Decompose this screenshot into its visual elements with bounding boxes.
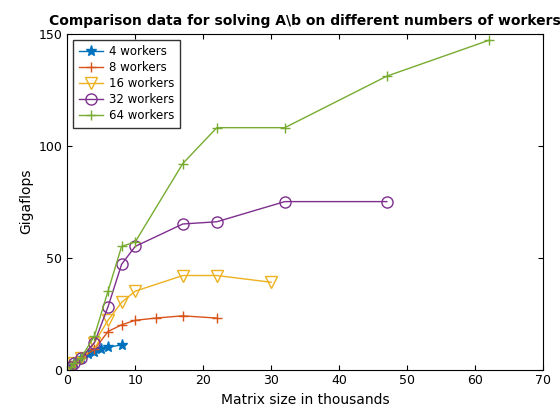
16 workers [118,300,125,305]
8 workers [77,356,84,361]
8 workers [152,315,159,320]
64 workers [91,333,98,339]
32 workers [384,199,390,204]
64 workers [105,289,111,294]
16 workers [67,365,74,370]
64 workers [179,161,186,166]
64 workers [71,360,77,365]
8 workers [132,318,138,323]
8 workers [71,360,77,365]
16 workers [132,289,138,294]
64 workers [384,74,390,79]
4 workers [67,365,74,370]
Title: Comparison data for solving A\b on different numbers of workers: Comparison data for solving A\b on diffe… [49,14,560,28]
32 workers [67,365,74,370]
64 workers [132,239,138,244]
4 workers [71,360,77,365]
4 workers [91,349,98,354]
32 workers [179,221,186,226]
4 workers [105,345,111,350]
Y-axis label: Gigaflops: Gigaflops [19,169,33,234]
16 workers [105,318,111,323]
16 workers [179,273,186,278]
Line: 8 workers: 8 workers [66,311,222,372]
8 workers [67,365,74,370]
32 workers [105,304,111,310]
8 workers [91,347,98,352]
32 workers [213,219,220,224]
32 workers [132,244,138,249]
64 workers [282,125,288,130]
8 workers [118,322,125,327]
32 workers [71,360,77,365]
16 workers [213,273,220,278]
Line: 32 workers: 32 workers [65,196,393,373]
64 workers [213,125,220,130]
32 workers [282,199,288,204]
16 workers [268,280,274,285]
8 workers [213,315,220,320]
32 workers [118,262,125,267]
64 workers [486,38,492,43]
16 workers [91,340,98,345]
Line: 16 workers: 16 workers [65,270,277,373]
64 workers [77,356,84,361]
64 workers [67,365,74,370]
X-axis label: Matrix size in thousands: Matrix size in thousands [221,393,390,407]
16 workers [71,360,77,365]
4 workers [98,347,105,352]
4 workers [84,352,91,357]
4 workers [77,356,84,361]
Legend: 4 workers, 8 workers, 16 workers, 32 workers, 64 workers: 4 workers, 8 workers, 16 workers, 32 wor… [73,39,180,128]
8 workers [179,313,186,318]
Line: 64 workers: 64 workers [66,35,494,372]
Line: 4 workers: 4 workers [65,339,127,373]
32 workers [91,340,98,345]
8 workers [105,329,111,334]
4 workers [118,342,125,347]
64 workers [118,244,125,249]
32 workers [77,356,84,361]
16 workers [77,356,84,361]
